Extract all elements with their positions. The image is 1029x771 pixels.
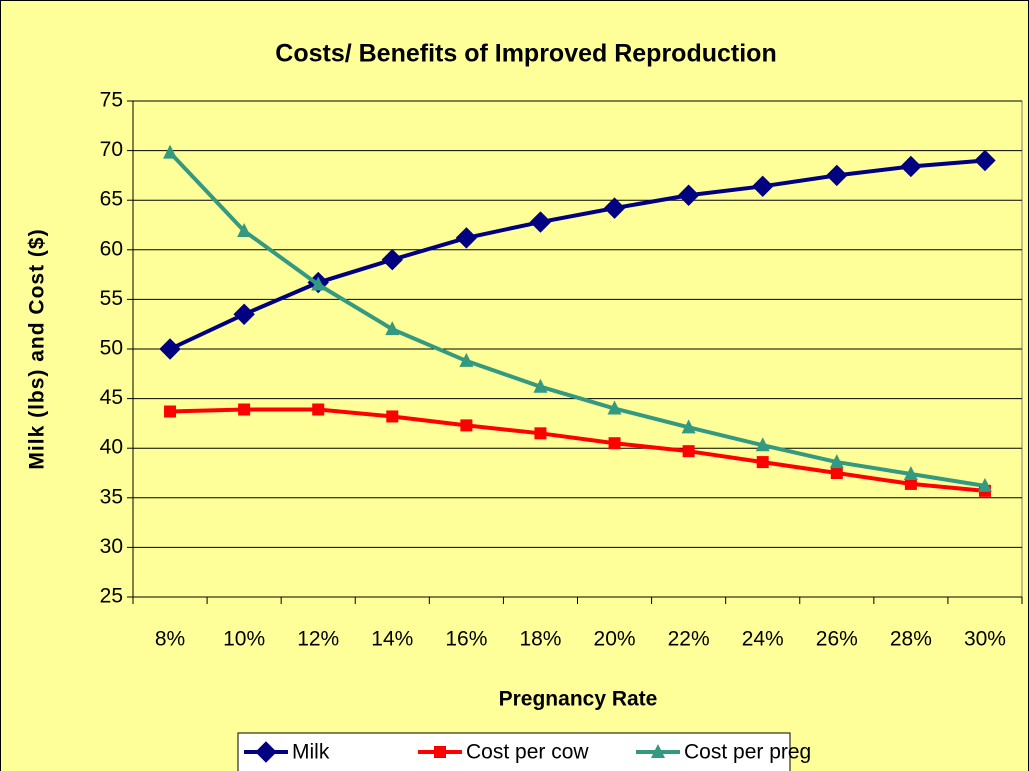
marker-diamond [677, 184, 700, 206]
y-tick-label: 75 [100, 89, 123, 112]
x-tick-label: 8% [155, 628, 185, 651]
marker-square [608, 437, 621, 450]
legend-label: Milk [292, 741, 330, 764]
marker-diamond [159, 338, 181, 360]
marker-triangle [385, 321, 400, 336]
x-tick-label: 20% [594, 628, 636, 651]
x-tick-label: 30% [964, 628, 1006, 651]
y-tick-label: 70 [100, 138, 123, 161]
y-tick-label: 45 [100, 386, 123, 409]
y-tick-label: 55 [100, 287, 123, 310]
marker-square [312, 403, 325, 416]
y-tick-label: 30 [100, 535, 123, 558]
y-tick-label: 40 [100, 436, 123, 459]
marker-triangle [459, 352, 474, 367]
marker-diamond [233, 303, 255, 325]
series-line [169, 407, 986, 493]
marker-square [238, 403, 251, 416]
marker-diamond [255, 741, 277, 763]
marker-triangle [533, 378, 548, 393]
marker-triangle [237, 222, 252, 237]
marker-square [904, 477, 917, 490]
x-tick-label: 18% [519, 628, 561, 651]
x-tick-label: 26% [816, 628, 858, 651]
x-tick-label: 28% [890, 628, 932, 651]
chart-title: Costs/ Benefits of Improved Reproduction [275, 40, 776, 68]
series-line [168, 151, 986, 488]
marker-diamond [826, 164, 848, 187]
x-tick-label: 16% [445, 628, 487, 651]
legend-label: Cost per preg [684, 741, 811, 764]
series-line [169, 158, 986, 351]
y-axis-label: Milk (lbs) and Cost ($) [26, 228, 49, 469]
marker-square [830, 467, 843, 479]
marker-triangle [163, 144, 178, 159]
x-tick-label: 24% [742, 628, 784, 651]
marker-diamond [381, 249, 403, 271]
marker-square [682, 445, 695, 458]
marker-diamond [752, 175, 774, 198]
marker-diamond [900, 155, 922, 178]
marker-triangle [681, 419, 696, 434]
x-tick-label: 14% [371, 628, 413, 651]
marker-triangle [977, 477, 992, 492]
y-tick-label: 35 [100, 485, 123, 508]
x-tick-label: 22% [668, 628, 710, 651]
marker-square [756, 456, 769, 469]
marker-triangle [651, 744, 665, 758]
marker-diamond [974, 149, 996, 172]
marker-triangle [311, 276, 326, 291]
marker-square [460, 419, 473, 432]
y-tick-label: 50 [100, 337, 123, 360]
marker-diamond [455, 227, 478, 249]
legend-box [237, 732, 791, 771]
x-tick-label: 12% [297, 628, 339, 651]
x-tick-label: 10% [223, 628, 265, 651]
marker-triangle [829, 454, 844, 469]
y-tick-label: 60 [100, 237, 123, 260]
x-axis-label: Pregnancy Rate [499, 688, 658, 711]
marker-triangle [903, 465, 918, 480]
marker-square [386, 410, 399, 423]
marker-triangle [607, 400, 622, 415]
y-tick-label: 25 [100, 585, 123, 608]
marker-square [434, 746, 446, 758]
y-tick-label: 65 [100, 188, 123, 211]
marker-diamond [529, 211, 552, 233]
marker-diamond [603, 197, 626, 219]
marker-square [164, 405, 177, 418]
legend-label: Cost per cow [466, 741, 589, 764]
marker-triangle [755, 437, 770, 452]
marker-square [534, 427, 547, 440]
